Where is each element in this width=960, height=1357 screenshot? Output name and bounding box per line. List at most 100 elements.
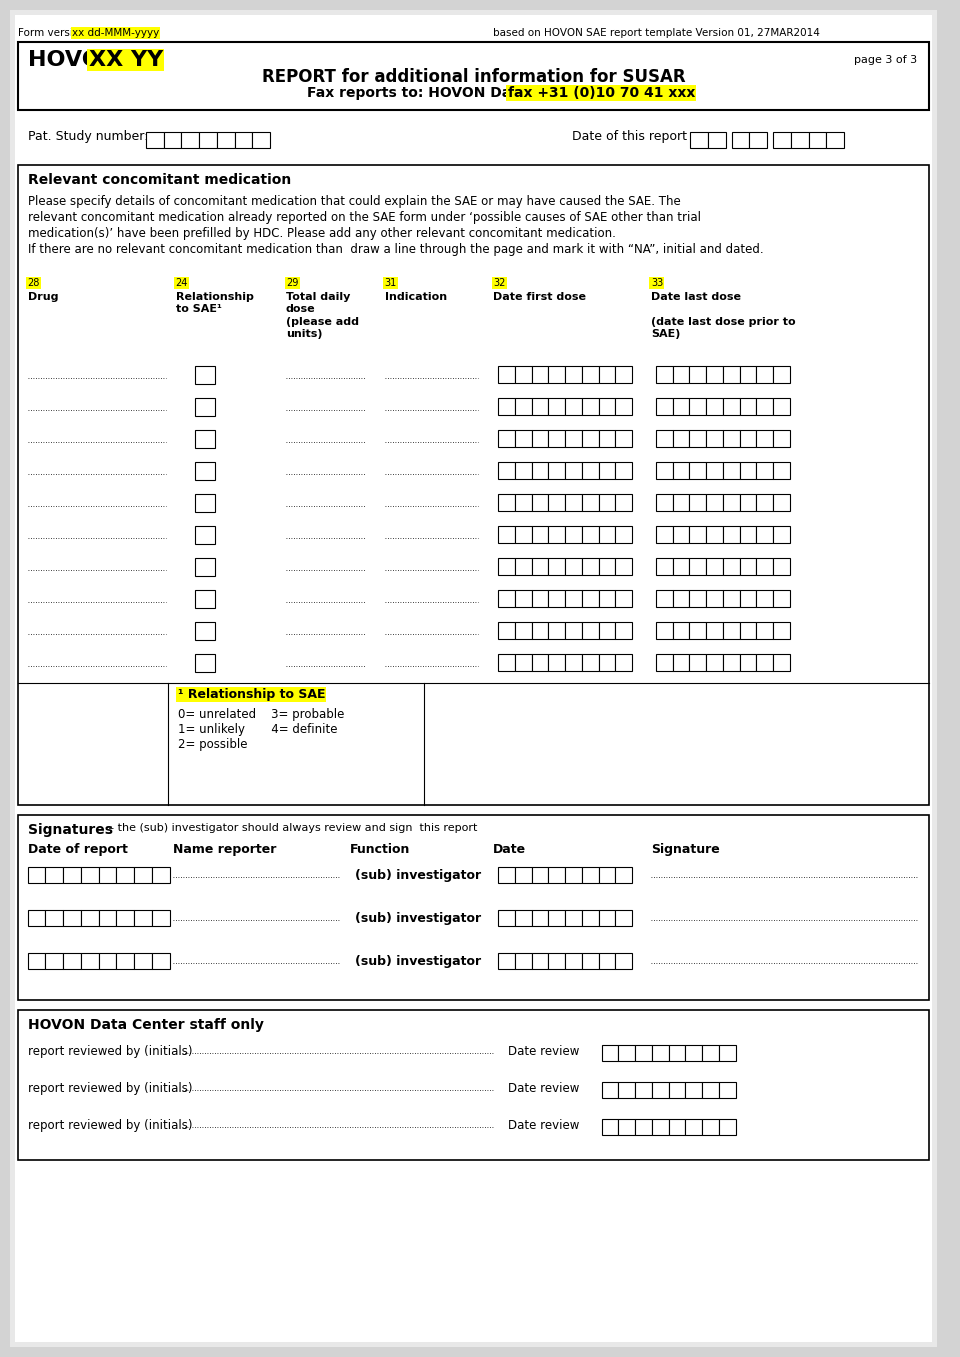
Text: (sub) investigator: (sub) investigator	[355, 912, 481, 925]
Bar	[582, 911, 599, 925]
Bar	[689, 558, 706, 575]
Text: Date review: Date review	[508, 1045, 579, 1058]
Bar	[689, 590, 706, 607]
Bar	[515, 461, 532, 479]
Bar	[773, 398, 790, 415]
Text: Signature: Signature	[651, 843, 720, 856]
Bar	[673, 527, 689, 543]
Bar	[63, 911, 81, 925]
Bar	[532, 867, 548, 883]
Bar	[706, 461, 723, 479]
Bar	[134, 911, 152, 925]
Bar	[673, 622, 689, 639]
Bar	[656, 558, 673, 575]
Bar	[756, 558, 773, 575]
Bar	[99, 867, 116, 883]
Bar	[773, 461, 790, 479]
Bar	[773, 622, 790, 639]
Bar	[702, 1082, 719, 1098]
Bar	[599, 654, 615, 670]
Bar	[17, 816, 929, 1000]
Bar	[723, 430, 739, 446]
Bar	[582, 867, 599, 883]
Bar	[739, 527, 756, 543]
Text: xx dd-MMM-yyyy: xx dd-MMM-yyyy	[72, 28, 159, 38]
Bar	[152, 911, 170, 925]
Bar	[719, 1082, 735, 1098]
Bar	[582, 461, 599, 479]
Bar	[565, 366, 582, 383]
Bar	[599, 911, 615, 925]
Bar	[706, 494, 723, 512]
Bar	[656, 461, 673, 479]
Bar	[599, 953, 615, 969]
Bar	[689, 654, 706, 670]
Bar	[498, 461, 515, 479]
Text: HOVON: HOVON	[28, 50, 127, 71]
Bar	[45, 953, 63, 969]
Bar	[195, 398, 215, 417]
Bar	[615, 654, 632, 670]
Bar	[582, 494, 599, 512]
Bar	[599, 527, 615, 543]
Text: relevant concomitant medication already reported on the SAE form under ‘possible: relevant concomitant medication already …	[28, 210, 701, 224]
Bar	[548, 366, 565, 383]
Bar	[791, 132, 808, 148]
Bar	[599, 867, 615, 883]
Bar	[723, 590, 739, 607]
Bar	[673, 430, 689, 446]
Bar	[636, 1045, 652, 1061]
Bar	[565, 590, 582, 607]
Bar	[532, 911, 548, 925]
Bar	[673, 398, 689, 415]
Bar	[532, 590, 548, 607]
Text: based on HOVON SAE report template Version 01, 27MAR2014: based on HOVON SAE report template Versi…	[493, 28, 820, 38]
Text: Relationship
to SAE¹: Relationship to SAE¹	[176, 292, 253, 315]
Bar	[28, 867, 45, 883]
Bar	[565, 494, 582, 512]
Bar	[81, 867, 99, 883]
Text: Date review: Date review	[508, 1120, 579, 1132]
Text: 24: 24	[176, 278, 188, 288]
Bar	[582, 654, 599, 670]
Bar	[599, 398, 615, 415]
Bar	[723, 494, 739, 512]
Bar	[195, 366, 215, 384]
Bar	[134, 867, 152, 883]
Bar	[565, 461, 582, 479]
Bar	[652, 1082, 668, 1098]
Bar	[690, 132, 708, 148]
Bar	[63, 867, 81, 883]
Bar	[195, 558, 215, 575]
Bar	[498, 622, 515, 639]
Bar	[548, 461, 565, 479]
Text: If there are no relevant concomitant medication than  draw a line through the pa: If there are no relevant concomitant med…	[28, 243, 763, 256]
Bar	[532, 461, 548, 479]
Text: Fax reports to: HOVON Data Center,: Fax reports to: HOVON Data Center,	[307, 85, 593, 100]
Text: (sub) investigator: (sub) investigator	[355, 868, 481, 882]
Text: Please specify details of concomitant medication that could explain the SAE or m: Please specify details of concomitant me…	[28, 195, 681, 208]
Bar	[739, 590, 756, 607]
Bar	[618, 1045, 636, 1061]
Bar	[582, 590, 599, 607]
Bar	[532, 366, 548, 383]
Text: XX YY: XX YY	[88, 50, 163, 71]
Text: 31: 31	[385, 278, 396, 288]
Bar	[498, 527, 515, 543]
Text: medication(s)’ have been prefilled by HDC. Please add any other relevant concomi: medication(s)’ have been prefilled by HD…	[28, 227, 615, 240]
Text: Function: Function	[350, 843, 411, 856]
Bar	[152, 867, 170, 883]
Bar	[732, 132, 750, 148]
Bar	[565, 527, 582, 543]
Bar	[548, 558, 565, 575]
Text: Form version: Form version	[17, 28, 89, 38]
Bar	[706, 527, 723, 543]
Bar	[195, 430, 215, 448]
Bar	[615, 527, 632, 543]
Bar	[618, 1082, 636, 1098]
Bar	[99, 911, 116, 925]
Text: report reviewed by (initials): report reviewed by (initials)	[28, 1120, 192, 1132]
Bar	[532, 622, 548, 639]
Bar	[515, 911, 532, 925]
Bar	[28, 911, 45, 925]
